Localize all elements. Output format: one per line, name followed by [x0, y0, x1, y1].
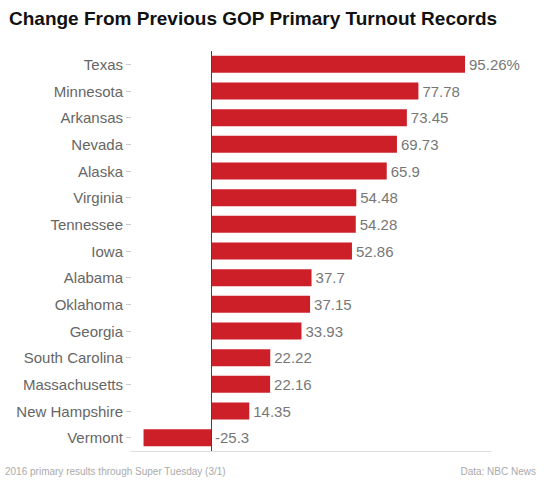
- svg-text:14.35: 14.35: [253, 403, 291, 420]
- svg-text:2016 primary results through S: 2016 primary results through Super Tuesd…: [5, 466, 226, 477]
- svg-text:65.9: 65.9: [391, 163, 420, 180]
- svg-text:Vermont: Vermont: [67, 429, 124, 446]
- svg-text:Alabama: Alabama: [64, 269, 124, 286]
- svg-text:Nevada: Nevada: [71, 136, 123, 153]
- svg-text:Tennessee: Tennessee: [50, 216, 123, 233]
- svg-text:77.78: 77.78: [422, 83, 460, 100]
- svg-text:33.93: 33.93: [305, 323, 343, 340]
- svg-text:37.7: 37.7: [316, 269, 345, 286]
- svg-text:Georgia: Georgia: [70, 323, 124, 340]
- svg-text:22.16: 22.16: [274, 376, 312, 393]
- svg-text:Iowa: Iowa: [91, 243, 123, 260]
- svg-text:Oklahoma: Oklahoma: [55, 296, 124, 313]
- svg-text:22.22: 22.22: [274, 349, 312, 366]
- svg-text:Data: NBC News: Data: NBC News: [460, 466, 536, 477]
- svg-text:Arkansas: Arkansas: [60, 109, 123, 126]
- svg-text:New Hampshire: New Hampshire: [16, 403, 123, 420]
- svg-text:Alaska: Alaska: [78, 163, 124, 180]
- svg-text:Massachusetts: Massachusetts: [23, 376, 123, 393]
- svg-text:37.15: 37.15: [314, 296, 352, 313]
- svg-text:Texas: Texas: [84, 56, 123, 73]
- svg-text:Change From Previous GOP Prima: Change From Previous GOP Primary Turnout…: [9, 8, 497, 29]
- svg-text:73.45: 73.45: [411, 109, 449, 126]
- svg-text:95.26%: 95.26%: [469, 56, 520, 73]
- svg-text:Virginia: Virginia: [73, 189, 123, 206]
- svg-text:South Carolina: South Carolina: [24, 349, 124, 366]
- svg-text:69.73: 69.73: [401, 136, 439, 153]
- svg-text:Minnesota: Minnesota: [54, 83, 124, 100]
- svg-text:-25.3: -25.3: [215, 429, 249, 446]
- svg-text:52.86: 52.86: [356, 243, 394, 260]
- svg-text:54.48: 54.48: [360, 189, 398, 206]
- svg-text:54.28: 54.28: [360, 216, 398, 233]
